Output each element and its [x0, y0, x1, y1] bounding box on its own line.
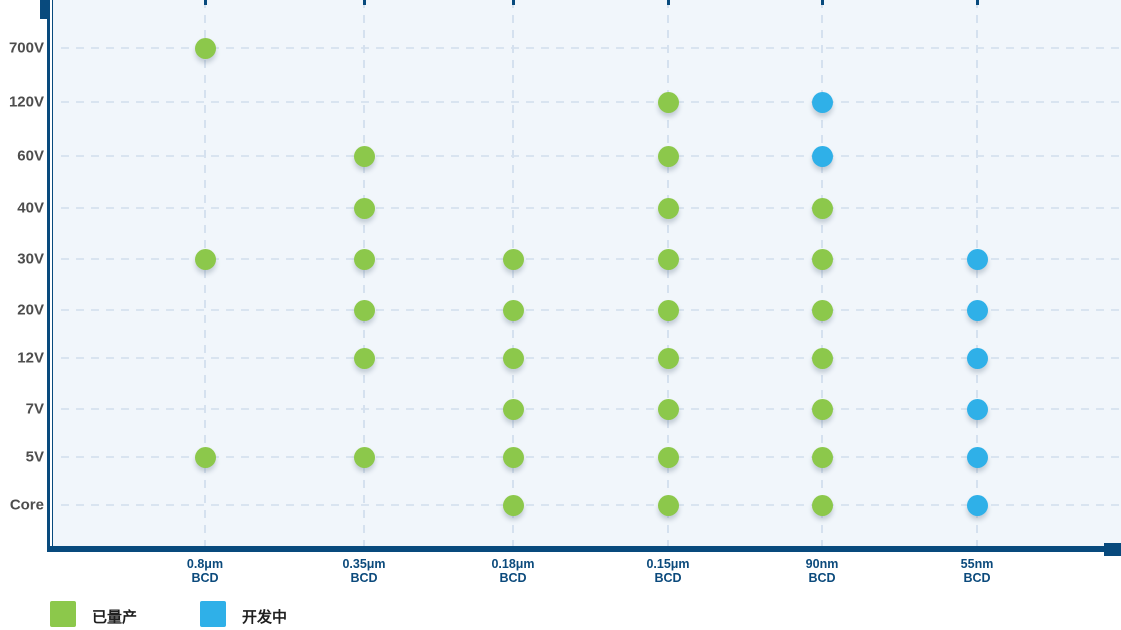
- legend-label-produced: 已量产: [92, 609, 138, 626]
- data-point: [811, 145, 833, 167]
- data-point: [657, 248, 679, 270]
- x-axis-tick: [363, 0, 366, 5]
- x-axis-label: 90nm BCD: [805, 557, 839, 585]
- horizontal-gridline: [61, 309, 1121, 311]
- y-axis-line: [47, 0, 50, 550]
- legend-swatch-produced: [50, 601, 76, 627]
- horizontal-gridline: [61, 101, 1121, 103]
- data-point: [353, 197, 375, 219]
- vertical-gridline: [667, 0, 669, 546]
- y-axis-label: 700V: [8, 39, 44, 57]
- horizontal-gridline: [61, 504, 1121, 506]
- data-point: [502, 398, 524, 420]
- horizontal-gridline: [61, 155, 1121, 157]
- y-axis-label: 40V: [17, 199, 44, 217]
- data-point: [811, 197, 833, 219]
- x-axis-label: 0.35μm BCD: [342, 557, 386, 585]
- data-point: [657, 347, 679, 369]
- x-axis-tick: [821, 0, 824, 5]
- y-axis-arrow-cap: [40, 0, 50, 19]
- x-axis-tick: [667, 0, 670, 5]
- data-point: [502, 248, 524, 270]
- data-point: [966, 299, 988, 321]
- x-axis-label: 0.18μm BCD: [491, 557, 535, 585]
- legend-swatch-developing: [200, 601, 226, 627]
- x-axis-label: 0.15μm BCD: [646, 557, 690, 585]
- legend-label-developing: 开发中: [242, 609, 288, 626]
- data-point: [811, 347, 833, 369]
- y-axis-inner-line: [52, 0, 53, 552]
- plot-area: [53, 0, 1121, 546]
- data-point: [502, 446, 524, 468]
- data-point: [966, 248, 988, 270]
- y-axis-label: 5V: [25, 448, 44, 466]
- data-point: [502, 347, 524, 369]
- horizontal-gridline: [61, 357, 1121, 359]
- horizontal-gridline: [61, 47, 1121, 49]
- data-point: [657, 494, 679, 516]
- data-point: [657, 299, 679, 321]
- horizontal-gridline: [61, 258, 1121, 260]
- x-axis-label: 55nm BCD: [960, 557, 994, 585]
- data-point: [811, 494, 833, 516]
- data-point: [966, 398, 988, 420]
- data-point: [194, 248, 216, 270]
- horizontal-gridline: [61, 456, 1121, 458]
- y-axis-label: Core: [9, 496, 44, 514]
- data-point: [657, 91, 679, 113]
- data-point: [657, 446, 679, 468]
- x-axis-line: [47, 546, 1104, 552]
- y-axis-label: 30V: [17, 250, 44, 268]
- y-axis-label: 120V: [8, 93, 44, 111]
- data-point: [811, 91, 833, 113]
- horizontal-gridline: [61, 207, 1121, 209]
- vertical-gridline: [976, 0, 978, 546]
- y-axis-label: 7V: [25, 400, 44, 418]
- data-point: [657, 197, 679, 219]
- data-point: [353, 145, 375, 167]
- x-axis-tick: [976, 0, 979, 5]
- x-axis-tick: [512, 0, 515, 5]
- data-point: [811, 248, 833, 270]
- data-point: [353, 299, 375, 321]
- data-point: [194, 37, 216, 59]
- data-point: [353, 248, 375, 270]
- data-point: [811, 398, 833, 420]
- data-point: [811, 446, 833, 468]
- vertical-gridline: [512, 0, 514, 546]
- y-axis-label: 60V: [17, 147, 44, 165]
- data-point: [194, 446, 216, 468]
- x-axis-tick: [204, 0, 207, 5]
- data-point: [657, 145, 679, 167]
- vertical-gridline: [821, 0, 823, 546]
- data-point: [811, 299, 833, 321]
- data-point: [502, 299, 524, 321]
- vertical-gridline: [204, 0, 206, 546]
- x-axis-arrow-cap: [1104, 543, 1121, 556]
- x-axis-label: 0.8μm BCD: [186, 557, 224, 585]
- data-point: [657, 398, 679, 420]
- data-point: [966, 347, 988, 369]
- vertical-gridline: [363, 0, 365, 546]
- data-point: [353, 347, 375, 369]
- data-point: [966, 446, 988, 468]
- data-point: [966, 494, 988, 516]
- data-point: [353, 446, 375, 468]
- y-axis-label: 20V: [17, 301, 44, 319]
- data-point: [502, 494, 524, 516]
- horizontal-gridline: [61, 408, 1121, 410]
- y-axis-label: 12V: [17, 349, 44, 367]
